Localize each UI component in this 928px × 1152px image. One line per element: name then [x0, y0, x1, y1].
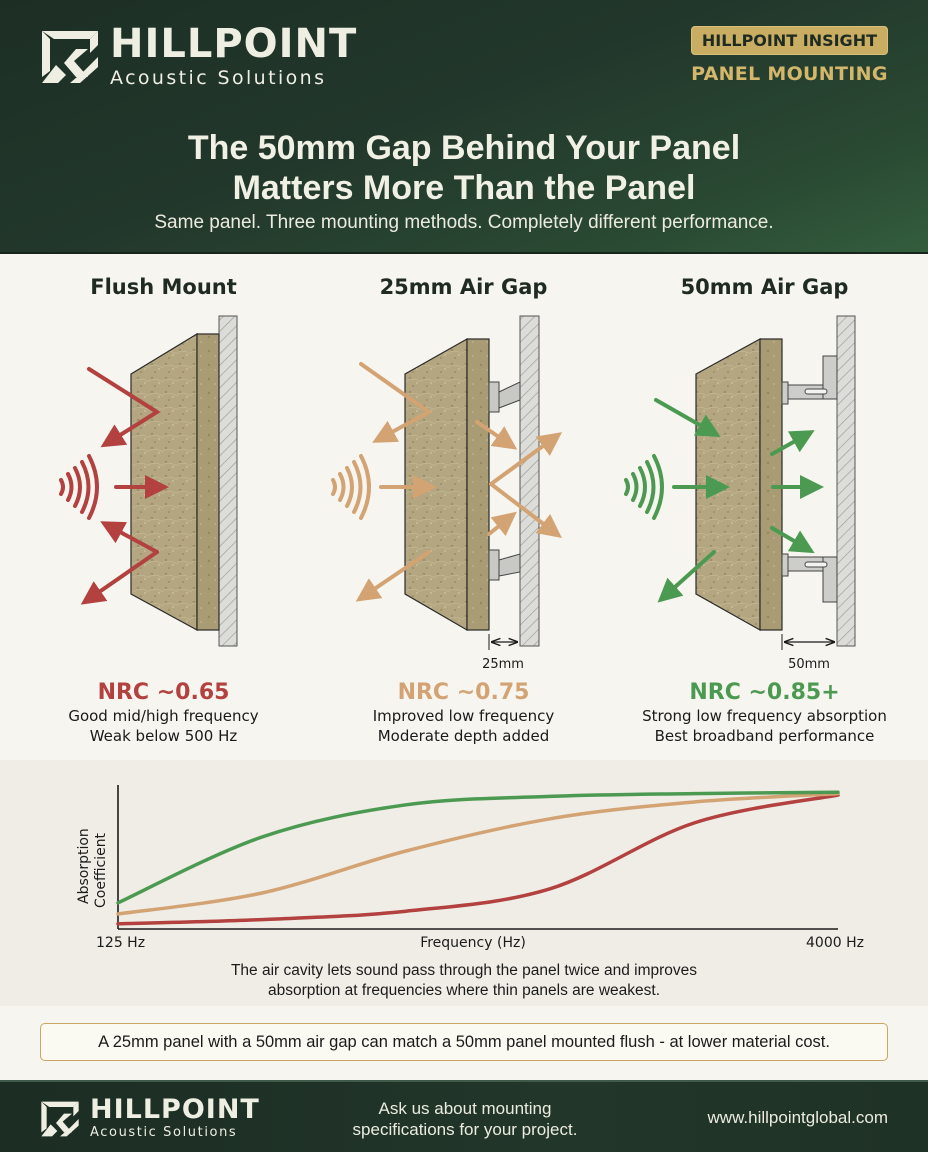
- gap-dimension-label: 25mm: [482, 657, 524, 672]
- brand-tagline: Acoustic Solutions: [110, 67, 327, 89]
- stat-line-1: Strong low frequency absorption: [642, 707, 887, 725]
- key-takeaway-callout: A 25mm panel with a 50mm air gap can mat…: [40, 1023, 888, 1061]
- page-title: The 50mm Gap Behind Your Panel Matters M…: [0, 128, 928, 208]
- nrc-value: NRC ~0.75: [397, 680, 530, 705]
- topic-label: PANEL MOUNTING: [691, 63, 888, 85]
- sound-wave-icon: [331, 454, 371, 520]
- air-gap-50mm-diagram: 50mm: [624, 315, 856, 672]
- stat-line-2: Weak below 500 Hz: [89, 727, 238, 745]
- x-tick-end: 4000 Hz: [806, 935, 864, 951]
- hillpoint-logo-icon: [42, 31, 98, 83]
- page-subtitle: Same panel. Three mounting methods. Comp…: [154, 212, 774, 233]
- stat-line-2: Best broadband performance: [654, 727, 875, 745]
- air-gap-25mm-diagram: 25mm: [331, 315, 563, 672]
- method-title: 50mm Air Gap: [680, 275, 849, 299]
- brand-name: HILLPOINT: [110, 21, 358, 67]
- gap-dimension-label: 50mm: [788, 657, 830, 672]
- air-gap-25mm-stats: NRC ~0.75 Improved low frequency Moderat…: [309, 680, 618, 746]
- method-25mm-air-gap: 25mm Air Gap: [309, 270, 618, 674]
- mount-bracket: [488, 381, 521, 581]
- contact-prompt: Ask us about mounting specifications for…: [320, 1098, 610, 1140]
- header-banner: HILLPOINT Acoustic Solutions HILLPOINT I…: [0, 0, 928, 254]
- method-flush-mount: Flush Mount: [9, 270, 318, 674]
- nrc-value: NRC ~0.85+: [689, 680, 840, 705]
- method-title: 25mm Air Gap: [379, 275, 548, 299]
- nrc-value: NRC ~0.65: [97, 680, 230, 705]
- contact-line-1: Ask us about mounting: [378, 1099, 552, 1118]
- series-25mm-air-gap: [116, 791, 840, 916]
- brand-name: HILLPOINT: [90, 1094, 260, 1125]
- mount-bracket: [781, 355, 838, 603]
- series-flush-mount: [116, 793, 840, 926]
- hillpoint-logo-icon: [41, 1101, 79, 1136]
- flush-mount-diagram: [59, 315, 238, 647]
- topic-badge-group: HILLPOINT INSIGHT PANEL MOUNTING: [690, 26, 888, 85]
- sound-wave-icon: [59, 454, 99, 520]
- title-line-1: The 50mm Gap Behind Your Panel: [187, 129, 741, 167]
- caption-line-1: The air cavity lets sound pass through t…: [230, 962, 698, 979]
- chart-caption: The air cavity lets sound pass through t…: [0, 961, 928, 1001]
- insight-badge: HILLPOINT INSIGHT: [690, 26, 888, 55]
- stat-line-1: Good mid/high frequency: [68, 707, 259, 725]
- stat-line-1: Improved low frequency: [372, 707, 555, 725]
- title-line-2: Matters More Than the Panel: [232, 169, 696, 207]
- method-50mm-air-gap: 50mm Air Gap: [610, 270, 919, 674]
- footer: HILLPOINT Acoustic Solutions Ask us abou…: [0, 1080, 928, 1152]
- x-tick-start: 125 Hz: [96, 935, 146, 951]
- stat-line-2: Moderate depth added: [377, 727, 550, 745]
- sound-wave-icon: [624, 454, 664, 520]
- footer-logo: HILLPOINT Acoustic Solutions: [40, 1096, 260, 1141]
- caption-line-2: absorption at frequencies where thin pan…: [267, 982, 661, 999]
- x-axis-label: Frequency (Hz): [420, 935, 526, 951]
- flush-mount-stats: NRC ~0.65 Good mid/high frequency Weak b…: [9, 680, 318, 746]
- brand-logo: HILLPOINT Acoustic Solutions: [40, 24, 357, 90]
- series-50mm-air-gap: [116, 790, 840, 905]
- y-axis-label: Absorption Coefficient: [76, 828, 109, 908]
- website-link[interactable]: www.hillpointglobal.com: [707, 1108, 888, 1127]
- brand-tagline: Acoustic Solutions: [90, 1125, 238, 1140]
- absorption-chart: [116, 785, 840, 930]
- method-title: Flush Mount: [90, 275, 237, 299]
- air-gap-50mm-stats: NRC ~0.85+ Strong low frequency absorpti…: [610, 680, 919, 746]
- contact-line-2: specifications for your project.: [352, 1120, 578, 1139]
